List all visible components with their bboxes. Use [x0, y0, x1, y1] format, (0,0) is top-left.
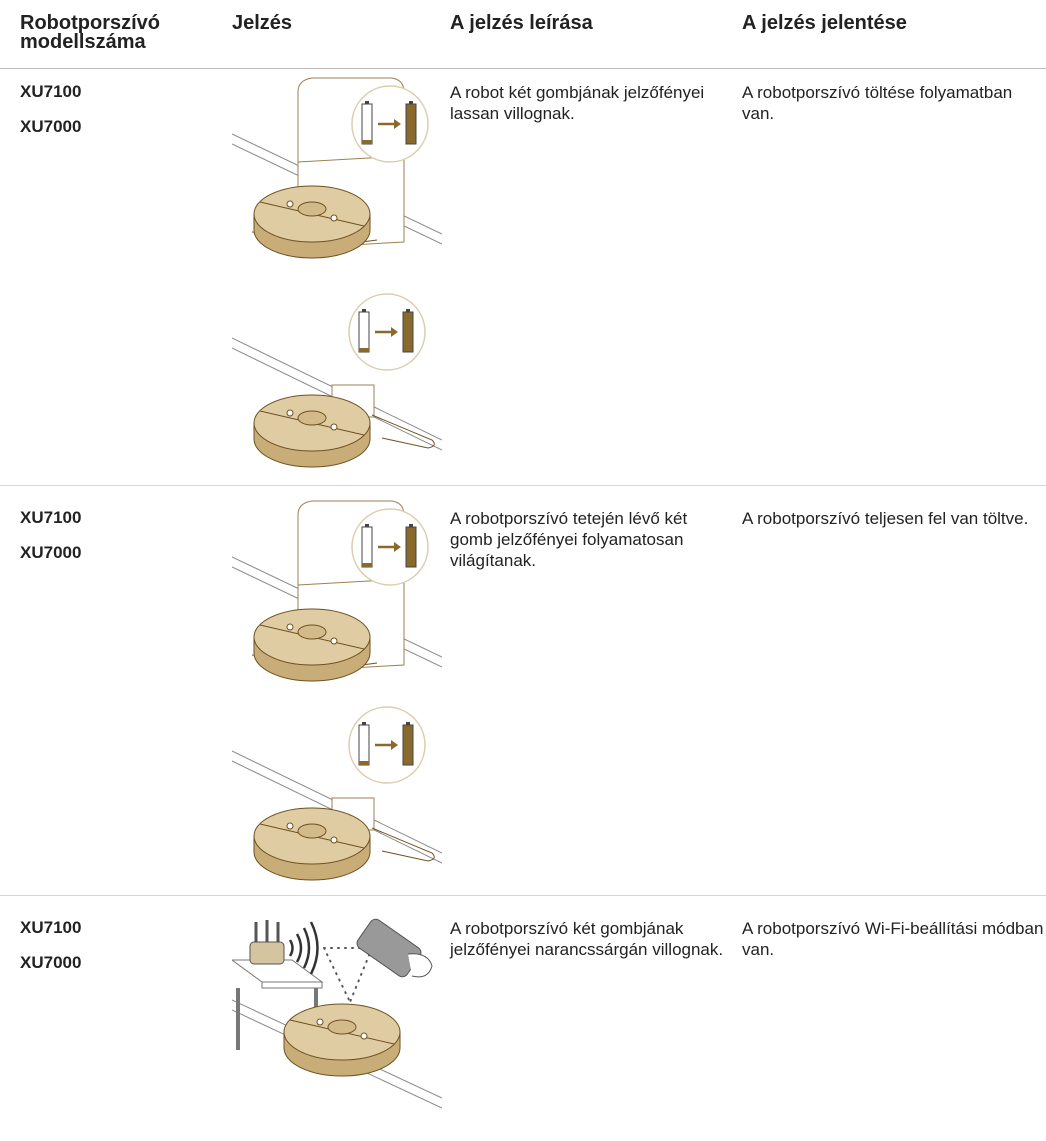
- header-meaning: A jelzés jelentése: [742, 12, 907, 34]
- header-signal: Jelzés: [232, 12, 293, 34]
- model: XU7100: [20, 82, 82, 101]
- dock-robot: [232, 501, 442, 681]
- model: XU7100: [20, 508, 82, 527]
- header-divider: [0, 68, 1046, 69]
- robot: [232, 707, 442, 880]
- model: XU7000: [20, 543, 82, 562]
- robot: [283, 1003, 401, 1077]
- model: XU7100: [20, 918, 82, 937]
- meaning: A robotporszívó Wi-Fi-beállítási módban …: [742, 919, 1044, 959]
- illustration-charging: [232, 72, 442, 472]
- header-description: A jelzés leírása: [450, 12, 593, 34]
- meaning: A robotporszívó töltése folyamatban van.: [742, 83, 1013, 123]
- row-divider: [0, 895, 1046, 896]
- description: A robotporszívó két gombjának jelzőfénye…: [450, 919, 724, 959]
- dock-robot: [232, 78, 442, 258]
- meaning: A robotporszívó teljesen fel van töltve.: [742, 509, 1029, 528]
- illustration-charged: [232, 495, 442, 895]
- illustration-wifi: [232, 918, 442, 1109]
- header-model: Robotporszívó modellszáma: [20, 12, 160, 53]
- robot: [232, 294, 442, 467]
- row-divider: [0, 485, 1046, 486]
- description: A robotporszívó tetején lévő két gomb je…: [450, 509, 688, 570]
- model: XU7000: [20, 117, 82, 136]
- description: A robot két gombjának jelzőfényei lassan…: [450, 83, 705, 123]
- model: XU7000: [20, 953, 82, 972]
